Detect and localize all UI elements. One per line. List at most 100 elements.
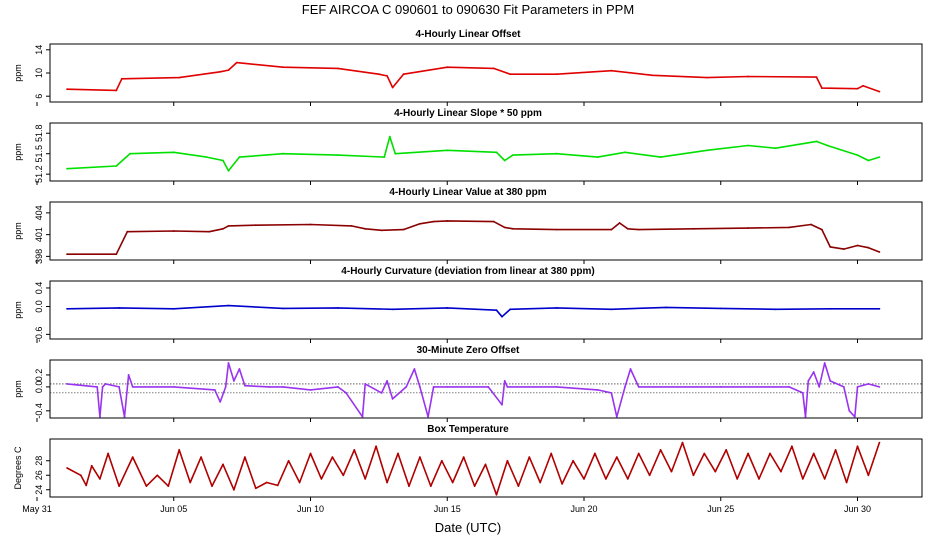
- data-point: [85, 484, 88, 487]
- data-point: [265, 481, 268, 484]
- data-point: [337, 67, 339, 70]
- data-point: [342, 474, 345, 477]
- data-point: [129, 152, 131, 155]
- data-point: [648, 474, 651, 477]
- x-tick-label: Jun 10: [297, 504, 324, 514]
- data-point: [615, 456, 618, 458]
- data-point: [222, 227, 224, 230]
- data-point: [555, 386, 558, 388]
- data-point: [821, 228, 823, 231]
- data-point: [829, 380, 832, 382]
- data-point: [853, 415, 856, 418]
- plot-frame: [49, 280, 923, 340]
- data-point: [227, 225, 230, 227]
- plot-frame: [49, 438, 923, 498]
- data-point: [788, 226, 790, 229]
- data-point: [555, 228, 558, 231]
- data-point: [555, 73, 558, 76]
- data-point: [227, 69, 230, 71]
- data-point: [397, 452, 399, 455]
- data-point: [380, 229, 383, 232]
- data-point: [774, 147, 777, 150]
- data-point: [432, 220, 435, 223]
- data-point: [561, 483, 563, 485]
- data-point: [867, 246, 870, 249]
- panel-title: 4-Hourly Linear Slope * 50 ppm: [394, 108, 542, 119]
- data-point: [842, 248, 845, 251]
- data-point: [610, 228, 613, 231]
- data-point: [233, 488, 235, 491]
- data-point: [818, 386, 821, 388]
- data-point: [492, 220, 495, 223]
- data-point: [780, 470, 782, 473]
- data-point: [353, 449, 356, 451]
- data-point: [495, 493, 498, 496]
- data-point: [208, 230, 211, 233]
- data-point: [79, 474, 82, 477]
- data-point: [446, 307, 449, 309]
- data-point: [408, 485, 410, 487]
- y-tick-label: 26: [34, 470, 44, 480]
- data-point: [512, 154, 514, 157]
- data-point: [115, 165, 118, 167]
- data-point: [254, 224, 257, 227]
- x-tick-label: Jun 05: [160, 504, 187, 514]
- data-point: [254, 487, 257, 490]
- data-point: [774, 308, 777, 311]
- data-point: [878, 307, 881, 310]
- data-point: [736, 478, 739, 480]
- data-point: [692, 227, 695, 230]
- series-line: [67, 135, 880, 172]
- data-point: [378, 73, 380, 76]
- data-point: [145, 485, 148, 487]
- data-point: [419, 222, 421, 225]
- data-point: [287, 459, 290, 462]
- data-point: [528, 456, 531, 458]
- data-point: [878, 251, 881, 253]
- data-point: [719, 307, 722, 310]
- data-point: [298, 481, 301, 484]
- data-point: [624, 151, 626, 154]
- y-tick-label: 6: [34, 94, 44, 99]
- data-point: [807, 380, 810, 382]
- data-point: [550, 452, 553, 455]
- data-point: [626, 227, 629, 230]
- x-tick-label: Jun 20: [570, 504, 597, 514]
- data-point: [402, 228, 405, 231]
- data-point: [659, 156, 662, 159]
- data-point: [432, 386, 435, 388]
- data-point: [178, 76, 181, 79]
- data-point: [391, 398, 394, 400]
- y-axis-label: ppm: [13, 301, 23, 319]
- data-point: [605, 478, 607, 480]
- data-point: [747, 227, 749, 230]
- data-point: [484, 463, 487, 466]
- data-point: [282, 386, 284, 388]
- data-point: [244, 384, 246, 387]
- data-point: [383, 156, 386, 159]
- data-point: [769, 452, 771, 455]
- panel-title: 30-Minute Zero Offset: [417, 345, 520, 356]
- data-point: [172, 307, 175, 310]
- y-tick-label: 14: [34, 45, 44, 55]
- data-point: [823, 362, 826, 364]
- data-point: [127, 374, 130, 376]
- data-point: [131, 386, 134, 388]
- data-point: [224, 386, 227, 388]
- shared-x-axis: May 31 Jun 05 Jun 10 Jun 15 Jun 20 Jun 25 Jun …: [22, 504, 871, 514]
- data-point: [867, 159, 870, 162]
- data-point: [205, 156, 208, 159]
- data-point: [364, 478, 367, 480]
- data-point: [692, 474, 695, 477]
- data-point: [446, 149, 449, 152]
- data-point: [238, 368, 241, 370]
- data-point: [66, 383, 68, 385]
- x-tick-label: Jun 15: [434, 504, 461, 514]
- data-point: [615, 415, 618, 418]
- data-point: [101, 386, 104, 388]
- data-point: [856, 244, 859, 247]
- data-point: [539, 481, 542, 484]
- data-point: [99, 478, 101, 480]
- data-point: [391, 308, 394, 311]
- data-point: [503, 159, 506, 162]
